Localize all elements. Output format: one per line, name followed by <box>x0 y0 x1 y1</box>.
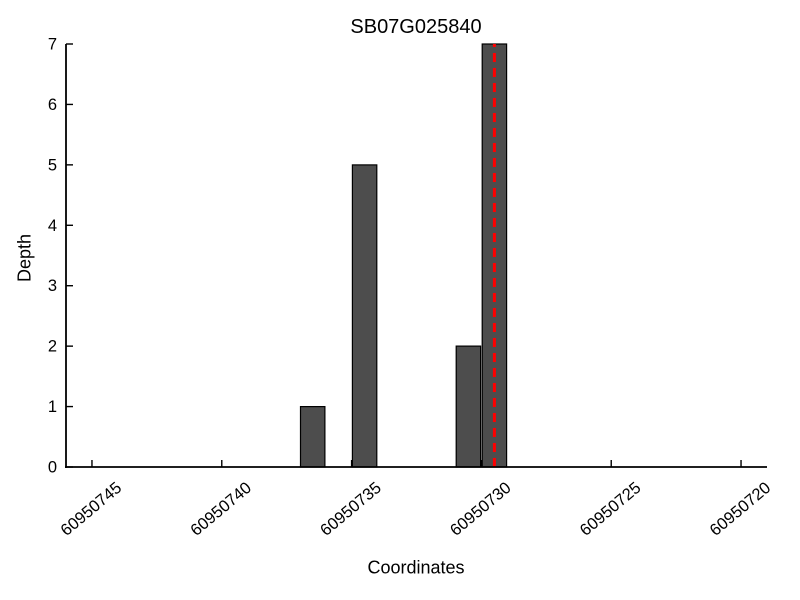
chart-title: SB07G025840 <box>350 16 482 38</box>
x-tick-label: 60950740 <box>187 479 255 540</box>
x-tick-label: 60950730 <box>447 479 515 540</box>
y-tick-label: 7 <box>48 36 57 54</box>
y-tick-label: 6 <box>48 96 57 114</box>
y-tick-label: 2 <box>48 338 57 356</box>
y-tick-label: 1 <box>48 398 57 416</box>
depth-bar <box>455 345 482 468</box>
x-tick-label: 60950720 <box>706 479 774 540</box>
x-axis-label: Coordinates <box>367 557 465 578</box>
y-tick-label: 3 <box>48 277 57 295</box>
y-tick-label: 5 <box>48 156 57 174</box>
depth-bar <box>351 164 378 468</box>
y-tick-label: 4 <box>48 217 57 235</box>
y-tick-label: 0 <box>48 459 57 477</box>
x-tick-label: 60950725 <box>577 479 645 540</box>
x-tick-label: 60950745 <box>57 479 125 540</box>
depth-bar <box>299 406 326 468</box>
x-tick-label: 60950735 <box>317 479 385 540</box>
